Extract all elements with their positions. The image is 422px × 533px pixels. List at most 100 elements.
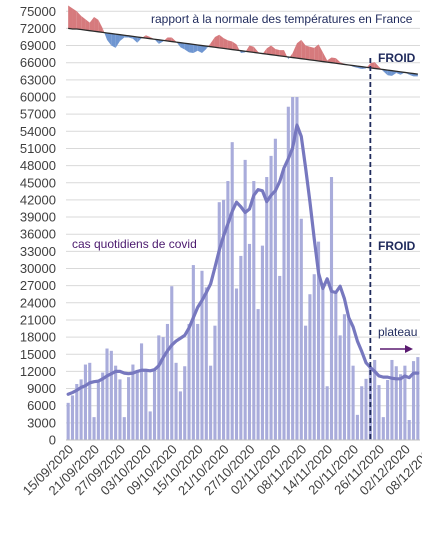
bar [325, 386, 329, 440]
temperature-normal-line [68, 27, 418, 75]
bar [96, 381, 100, 440]
temp-area-segment [76, 11, 82, 30]
bar [394, 366, 398, 440]
temp-area-segment [271, 45, 276, 56]
temp-area-segment [104, 32, 108, 40]
temp-area-segment [119, 34, 125, 41]
plateau-arrow-head [405, 345, 413, 353]
bar [88, 362, 92, 440]
bar [230, 142, 234, 440]
temp-area-segment [85, 19, 90, 31]
y-tick-label: 24000 [20, 295, 56, 310]
moving-average-line [66, 123, 420, 396]
bar [75, 383, 79, 440]
temp-area-segment [214, 34, 220, 48]
temp-area-segment [180, 42, 185, 50]
bar [316, 241, 321, 440]
x-axis: 15/09/202021/09/202027/09/202003/10/2020… [20, 439, 422, 498]
temperature-panel [68, 5, 418, 77]
bar [381, 417, 385, 440]
y-tick-label: 72000 [20, 21, 56, 36]
temp-area-segment [305, 45, 310, 60]
froid-label-top: FROID [378, 51, 416, 65]
temp-area-segment [107, 32, 112, 46]
bar [399, 374, 403, 440]
y-tick-label: 30000 [20, 261, 56, 276]
bar [234, 288, 239, 440]
temp-area-segment [81, 15, 86, 31]
bar [411, 361, 416, 440]
temp-area-segment [391, 70, 397, 76]
temp-area-segment [94, 16, 99, 32]
bar [139, 343, 144, 440]
bar [265, 177, 269, 440]
bar [239, 255, 243, 440]
bar [204, 287, 208, 440]
temp-area-segment [102, 28, 105, 33]
bar [308, 294, 312, 440]
bar [131, 364, 135, 440]
temp-area-segment [335, 58, 341, 64]
bar [338, 335, 342, 440]
temp-area-segment [348, 64, 354, 67]
bar [105, 348, 109, 440]
y-tick-label: 57000 [20, 107, 56, 122]
bar [135, 371, 139, 440]
temp-area-segment [318, 44, 323, 62]
temp-area-segment [115, 34, 120, 48]
temp-area-segment [89, 16, 95, 32]
temp-area-segment [262, 48, 267, 55]
y-tick-label: 15000 [20, 347, 56, 362]
bar [170, 286, 174, 440]
bar [187, 323, 191, 440]
temp-area-segment [68, 5, 73, 29]
bar [157, 335, 161, 440]
temp-area-segment [232, 41, 237, 51]
bar [226, 181, 230, 440]
temp-area-segment [292, 43, 297, 59]
y-tick-label: 18000 [20, 330, 56, 345]
bar [355, 414, 359, 440]
bar [243, 159, 247, 440]
bar [118, 379, 122, 440]
bar [269, 155, 273, 440]
bar [312, 274, 316, 440]
bar [196, 323, 200, 440]
bar [191, 265, 195, 440]
bar [127, 377, 131, 440]
y-tick-label: 60000 [20, 90, 56, 105]
bar [165, 323, 170, 440]
bar [109, 350, 113, 440]
temp-area-segment [197, 44, 202, 53]
temp-area-segment [249, 45, 254, 53]
temp-area-segment [279, 50, 285, 57]
gridlines [66, 10, 420, 441]
bar [334, 291, 338, 440]
temp-area-segment [189, 43, 194, 53]
y-tick-label: 36000 [20, 227, 56, 242]
y-axis: 0 3000 6000 9000 12000 15000 18000 21000 24000 27… [20, 4, 56, 448]
bar [101, 372, 105, 440]
temp-area-segment [331, 57, 336, 64]
y-tick-label: 66000 [20, 55, 56, 70]
bar [403, 365, 407, 440]
bar [321, 283, 325, 440]
bar [278, 275, 282, 440]
temperature-panel-title: rapport à la normale des températures en… [151, 12, 413, 26]
bar [222, 199, 226, 440]
temp-area-segment [176, 42, 181, 48]
y-tick-label: 33000 [20, 244, 56, 259]
bar [364, 378, 368, 440]
temp-area-segment [387, 70, 392, 76]
y-tick-label: 42000 [20, 192, 56, 207]
y-tick-label: 27000 [20, 278, 56, 293]
y-tick-label: 6000 [27, 398, 56, 413]
temp-area-segment [301, 39, 306, 60]
y-tick-label: 0 [49, 433, 56, 448]
y-tick-label: 21000 [20, 312, 56, 327]
temp-area-segment [219, 34, 224, 49]
bar [70, 395, 75, 440]
temp-area-segment [98, 19, 103, 33]
bar [209, 365, 213, 440]
bar [152, 368, 157, 440]
